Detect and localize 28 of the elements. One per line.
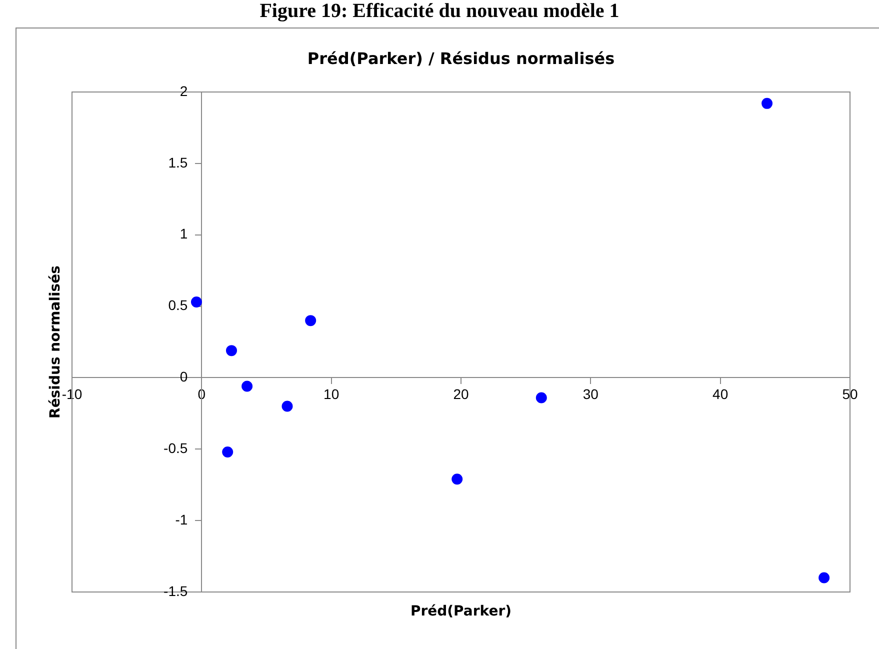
caption: Figure 19: Efficacité du nouveau modèle 1 [258, 0, 620, 23]
y-tick-label: 2 [180, 82, 188, 99]
y-tick-label: -0.5 [164, 440, 188, 456]
x-tick-label: 10 [324, 386, 340, 402]
point [305, 315, 316, 326]
point [762, 98, 773, 109]
x-tick-label: -10 [62, 386, 82, 402]
point [536, 392, 547, 404]
y-tick-label: 0.5 [168, 297, 188, 314]
x-axis-title: Préd(Parker) [410, 604, 512, 620]
y-tick-label: 0 [180, 368, 188, 385]
point [226, 345, 237, 356]
x-tick-label: 30 [582, 386, 599, 402]
point [222, 446, 234, 458]
x-tick-label: 40 [712, 386, 728, 402]
point [242, 380, 253, 392]
point [282, 400, 293, 412]
y-tick-label: -1 [175, 511, 188, 528]
y-axis-title: Résidus normalisés [48, 266, 64, 418]
y-tick-label: 1.5 [168, 154, 188, 170]
point [452, 474, 463, 485]
x-tick-label: 50 [842, 386, 858, 402]
y-tick-label: -1.5 [164, 582, 188, 599]
y-tick-label: 1 [180, 226, 188, 242]
chart-title: Préd(Parker) / Résidus normalisés [307, 49, 615, 68]
point [818, 572, 830, 584]
x-tick-label: 20 [453, 386, 469, 402]
point [190, 296, 202, 308]
